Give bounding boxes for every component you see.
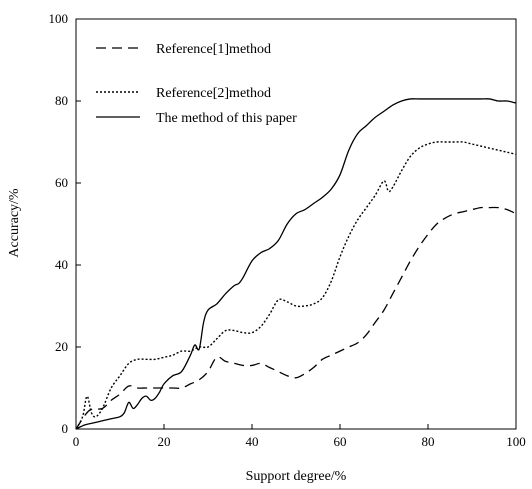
y-tick-label: 40	[55, 257, 68, 272]
x-axis-label: Support degree/%	[246, 469, 347, 484]
y-axis-label: Accuracy/%	[7, 188, 22, 258]
y-tick-label: 0	[62, 421, 69, 436]
x-tick-label: 100	[506, 434, 526, 449]
plot-frame	[75, 18, 517, 430]
x-tick-label: 80	[422, 434, 435, 449]
series-line-2	[75, 141, 517, 430]
legend-label-3: The method of this paper	[156, 111, 297, 126]
series-line-3	[75, 98, 517, 430]
x-tick-label: 40	[246, 434, 259, 449]
y-tick-label: 80	[55, 93, 68, 108]
legend-label-2: Reference[2]method	[156, 86, 271, 101]
ticks-layer: 0 20 40 60 80 100 0 20 40 60 80 100	[49, 11, 526, 449]
y-tick-label: 60	[55, 175, 68, 190]
x-tick-label: 60	[334, 434, 347, 449]
y-tick-label: 20	[55, 339, 68, 354]
legend: Reference[1]method Reference[2]method The …	[96, 42, 297, 126]
x-tick-label: 20	[158, 434, 171, 449]
legend-label-1: Reference[1]method	[156, 42, 271, 57]
series-line-1	[75, 206, 517, 430]
x-tick-label: 0	[73, 434, 80, 449]
y-tick-label: 100	[49, 11, 69, 26]
plot-border	[75, 18, 517, 430]
series-layer	[75, 98, 517, 430]
